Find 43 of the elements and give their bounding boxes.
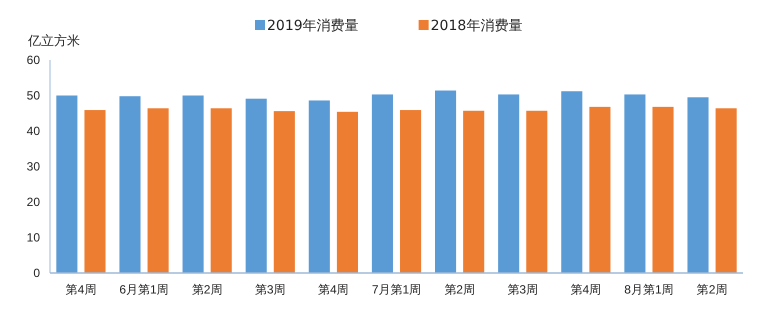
y-tick-label: 0: [33, 266, 40, 280]
x-tick-label: 第2周: [192, 282, 222, 297]
bar: [246, 98, 267, 273]
bar: [56, 96, 78, 273]
y-tick-label: 60: [26, 52, 40, 67]
bar: [148, 108, 169, 273]
x-tick-label: 第3周: [507, 282, 538, 297]
bar: [119, 96, 141, 273]
x-tick-label: 第4周: [318, 282, 349, 297]
bar: [716, 108, 737, 273]
bar: [308, 100, 330, 273]
y-tick-label: 10: [26, 230, 40, 244]
x-tick-label: 第4周: [66, 282, 96, 297]
bar: [498, 94, 520, 273]
bar: [182, 96, 204, 273]
x-tick-label: 第2周: [696, 282, 728, 297]
x-tick-label: 第4周: [570, 282, 602, 297]
bar: [687, 97, 709, 273]
y-tick-label: 30: [26, 159, 40, 174]
x-tick-label: 第2周: [444, 282, 475, 297]
x-tick-label: 第3周: [254, 282, 286, 297]
bar: [589, 106, 610, 273]
y-axis-title: 亿立方米: [27, 33, 80, 49]
bar: [652, 106, 674, 273]
legend-label: 2019年消费量: [267, 18, 359, 34]
bar: [435, 90, 456, 273]
bar: [561, 91, 582, 273]
bar: [400, 110, 422, 273]
bar: [274, 111, 295, 273]
y-tick-label: 20: [26, 194, 40, 209]
bar: [526, 110, 548, 273]
bar: [336, 112, 358, 273]
legend-label: 2018年消费量: [430, 18, 522, 34]
bar: [463, 110, 484, 273]
bar: [84, 110, 106, 273]
bar: [372, 94, 393, 273]
x-tick-label: 8月第1周: [624, 282, 674, 297]
bar: [210, 108, 232, 273]
y-tick-label: 50: [26, 88, 40, 102]
x-tick-label: 7月第1周: [372, 282, 422, 297]
x-tick-label: 6月第1周: [119, 282, 169, 297]
bar: [624, 94, 646, 273]
y-tick-label: 40: [26, 124, 40, 138]
